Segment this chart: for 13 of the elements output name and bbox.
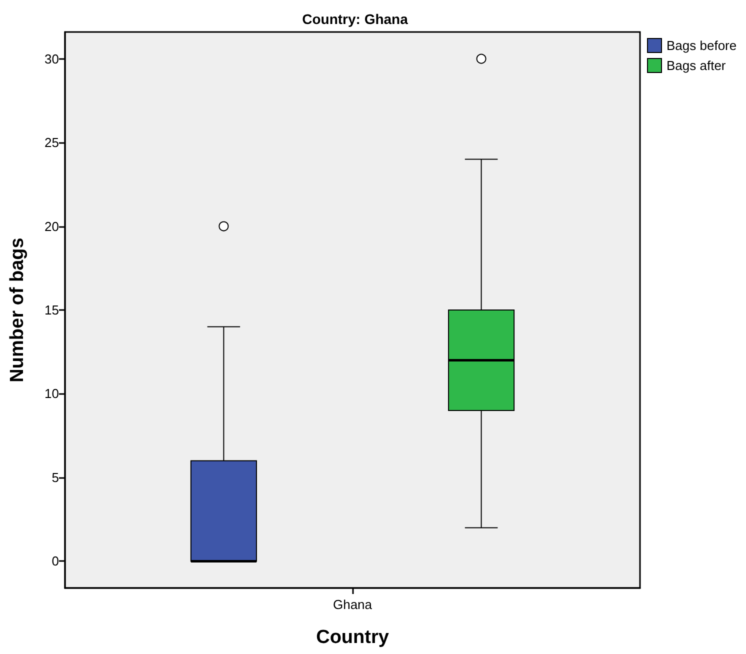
y-tick-label: 20 [44, 218, 59, 234]
x-tick-label: Ghana [332, 597, 373, 612]
x-axis-title: Country [316, 627, 390, 648]
legend-label: Bags before [666, 38, 737, 53]
y-tick-label: 25 [44, 135, 59, 150]
y-tick-label: 5 [52, 470, 59, 485]
legend-label: Bags after [666, 58, 726, 73]
y-tick-label: 0 [52, 554, 59, 569]
y-tick-label: 30 [44, 51, 59, 66]
y-axis-title: Number of bags [7, 238, 28, 382]
y-tick-label: 10 [44, 386, 59, 402]
y-tick-label: 15 [44, 302, 59, 318]
chart-title: Country: Ghana [302, 11, 408, 27]
